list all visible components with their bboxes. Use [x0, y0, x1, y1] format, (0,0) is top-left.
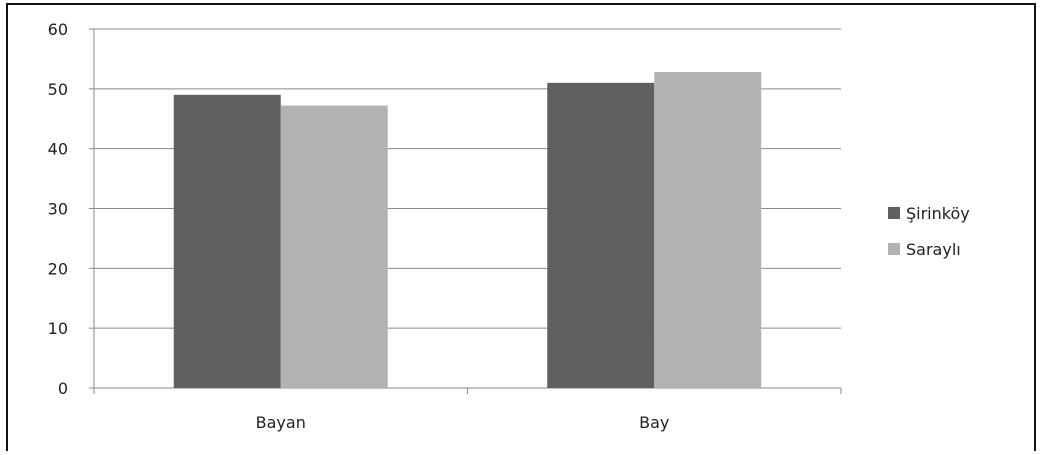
- y-tick-label: 50: [48, 80, 68, 99]
- bar-Saraylı-Bay: [654, 72, 762, 388]
- legend: Şirinköy Saraylı: [888, 204, 970, 259]
- y-tick-label: 10: [48, 319, 68, 338]
- legend-label: Saraylı: [906, 240, 961, 259]
- axis-labels: 0 10 20 30 40 50 60 Bayan Bay: [48, 20, 670, 432]
- legend-swatch: [888, 207, 900, 219]
- legend-swatch: [888, 243, 900, 255]
- y-tick-label: 0: [58, 379, 68, 398]
- x-category-label: Bay: [639, 413, 669, 432]
- bar-Saraylı-Bayan: [280, 105, 388, 388]
- y-tick-label: 30: [48, 200, 68, 219]
- y-tick-label: 40: [48, 140, 68, 159]
- bar-Şirinköy-Bayan: [173, 94, 281, 389]
- legend-label: Şirinköy: [906, 204, 970, 223]
- y-tick-label: 20: [48, 259, 68, 278]
- bars: [173, 72, 762, 389]
- bar-Şirinköy-Bay: [547, 82, 655, 388]
- x-category-label: Bayan: [256, 413, 306, 432]
- y-tick-label: 60: [48, 20, 68, 39]
